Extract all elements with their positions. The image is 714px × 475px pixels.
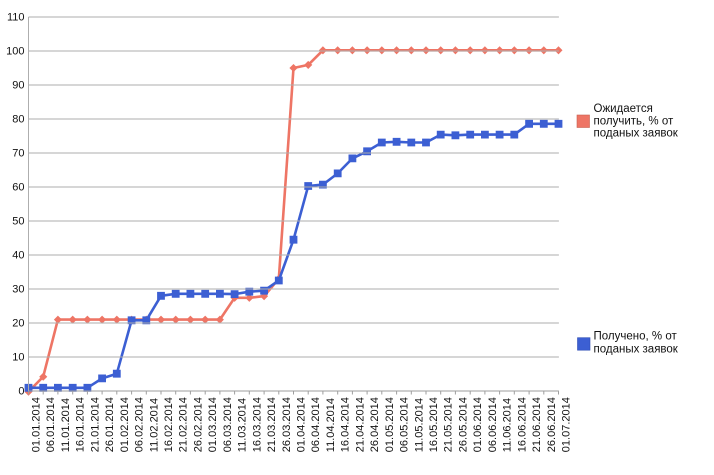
svg-text:70: 70 (12, 147, 24, 159)
svg-text:40: 40 (12, 249, 24, 261)
svg-text:01.02.2014: 01.02.2014 (119, 397, 131, 452)
svg-text:16.04.2014: 16.04.2014 (340, 397, 352, 452)
svg-text:26.04.2014: 26.04.2014 (369, 397, 381, 452)
svg-text:16.03.2014: 16.03.2014 (251, 397, 263, 452)
svg-text:110: 110 (7, 11, 25, 23)
svg-text:01.03.2014: 01.03.2014 (207, 397, 219, 452)
svg-text:50: 50 (12, 215, 24, 227)
svg-text:21.03.2014: 21.03.2014 (266, 397, 278, 452)
svg-text:11.06.2014: 11.06.2014 (502, 398, 514, 452)
svg-text:26.01.2014: 26.01.2014 (104, 397, 116, 452)
svg-text:06.03.2014: 06.03.2014 (222, 397, 234, 452)
svg-text:26.03.2014: 26.03.2014 (281, 397, 293, 452)
svg-text:0: 0 (18, 385, 24, 397)
svg-text:11.04.2014: 11.04.2014 (325, 398, 337, 452)
svg-text:Ожидается: Ожидается (594, 103, 653, 115)
svg-text:11.05.2014: 11.05.2014 (413, 398, 425, 452)
svg-text:01.04.2014: 01.04.2014 (296, 397, 308, 452)
svg-text:поданых заявок: поданых заявок (594, 343, 679, 355)
svg-text:16.06.2014: 16.06.2014 (516, 397, 528, 452)
svg-text:Получено, % от: Получено, % от (594, 331, 678, 343)
svg-text:11.03.2014: 11.03.2014 (237, 398, 249, 452)
svg-text:01.01.2014: 01.01.2014 (31, 397, 43, 452)
svg-text:30: 30 (12, 283, 24, 295)
svg-text:получить, % от: получить, % от (594, 116, 674, 128)
svg-text:21.01.2014: 21.01.2014 (89, 397, 101, 452)
svg-text:16.05.2014: 16.05.2014 (428, 397, 440, 452)
svg-text:06.06.2014: 06.06.2014 (487, 397, 499, 452)
svg-text:60: 60 (12, 181, 24, 193)
svg-text:21.02.2014: 21.02.2014 (178, 397, 190, 452)
svg-text:21.04.2014: 21.04.2014 (354, 397, 366, 452)
svg-text:20: 20 (12, 317, 24, 329)
svg-text:90: 90 (12, 79, 24, 91)
svg-text:100: 100 (6, 45, 24, 57)
svg-text:26.06.2014: 26.06.2014 (546, 397, 558, 452)
svg-text:01.07.2014: 01.07.2014 (561, 397, 573, 452)
svg-text:06.01.2014: 06.01.2014 (45, 397, 57, 452)
svg-text:21.05.2014: 21.05.2014 (443, 397, 455, 452)
svg-text:06.04.2014: 06.04.2014 (310, 397, 322, 452)
svg-text:26.05.2014: 26.05.2014 (457, 397, 469, 452)
svg-text:01.06.2014: 01.06.2014 (472, 397, 484, 452)
svg-text:16.01.2014: 16.01.2014 (75, 397, 87, 452)
svg-text:11.01.2014: 11.01.2014 (60, 398, 72, 452)
svg-text:80: 80 (12, 113, 24, 125)
svg-text:06.05.2014: 06.05.2014 (399, 397, 411, 452)
svg-text:поданых заявок: поданых заявок (594, 128, 679, 140)
svg-text:06.02.2014: 06.02.2014 (134, 397, 146, 452)
svg-text:11.02.2014: 11.02.2014 (148, 398, 160, 452)
svg-text:21.06.2014: 21.06.2014 (531, 397, 543, 452)
svg-text:26.02.2014: 26.02.2014 (192, 397, 204, 452)
svg-text:01.05.2014: 01.05.2014 (384, 397, 396, 452)
svg-text:16.02.2014: 16.02.2014 (163, 397, 175, 452)
svg-text:10: 10 (12, 351, 24, 363)
